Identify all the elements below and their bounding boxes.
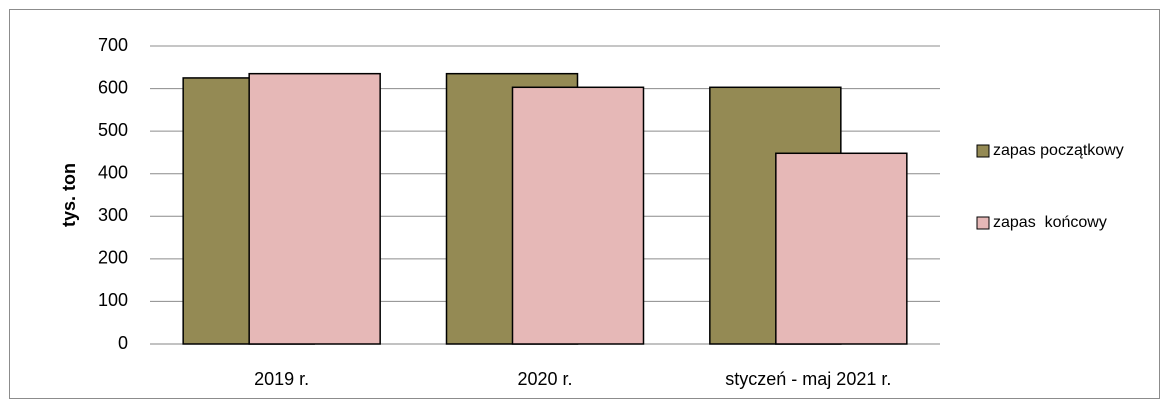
y-tick-label: 500 bbox=[98, 120, 128, 140]
y-tick-label: 300 bbox=[98, 205, 128, 225]
y-axis-ticks: 0 100 200 300 400 500 600 700 bbox=[98, 35, 128, 353]
bar-zapas-koncowy bbox=[511, 86, 645, 345]
bar-zapas-koncowy bbox=[248, 72, 381, 345]
legend-swatch bbox=[976, 216, 990, 230]
y-tick-label: 400 bbox=[98, 162, 128, 182]
x-tick-label: 2019 r. bbox=[254, 369, 309, 389]
y-tick-label: 700 bbox=[98, 35, 128, 55]
legend-swatch bbox=[976, 144, 990, 158]
y-tick-label: 0 bbox=[118, 333, 128, 353]
bars bbox=[182, 72, 908, 345]
x-tick-label: styczeń - maj 2021 r. bbox=[725, 369, 891, 389]
x-axis-ticks: 2019 r. 2020 r. styczeń - maj 2021 r. bbox=[254, 369, 891, 389]
legend-label: zapas końcowy bbox=[993, 214, 1107, 231]
y-axis-label: tys. ton bbox=[59, 163, 79, 227]
y-tick-label: 100 bbox=[98, 290, 128, 310]
legend: zapas początkowy zapas końcowy bbox=[976, 142, 1124, 231]
bar-zapas-koncowy bbox=[775, 152, 908, 345]
legend-label: zapas początkowy bbox=[993, 142, 1124, 159]
y-tick-label: 200 bbox=[98, 248, 128, 268]
y-tick-label: 600 bbox=[98, 77, 128, 97]
x-tick-label: 2020 r. bbox=[517, 369, 572, 389]
